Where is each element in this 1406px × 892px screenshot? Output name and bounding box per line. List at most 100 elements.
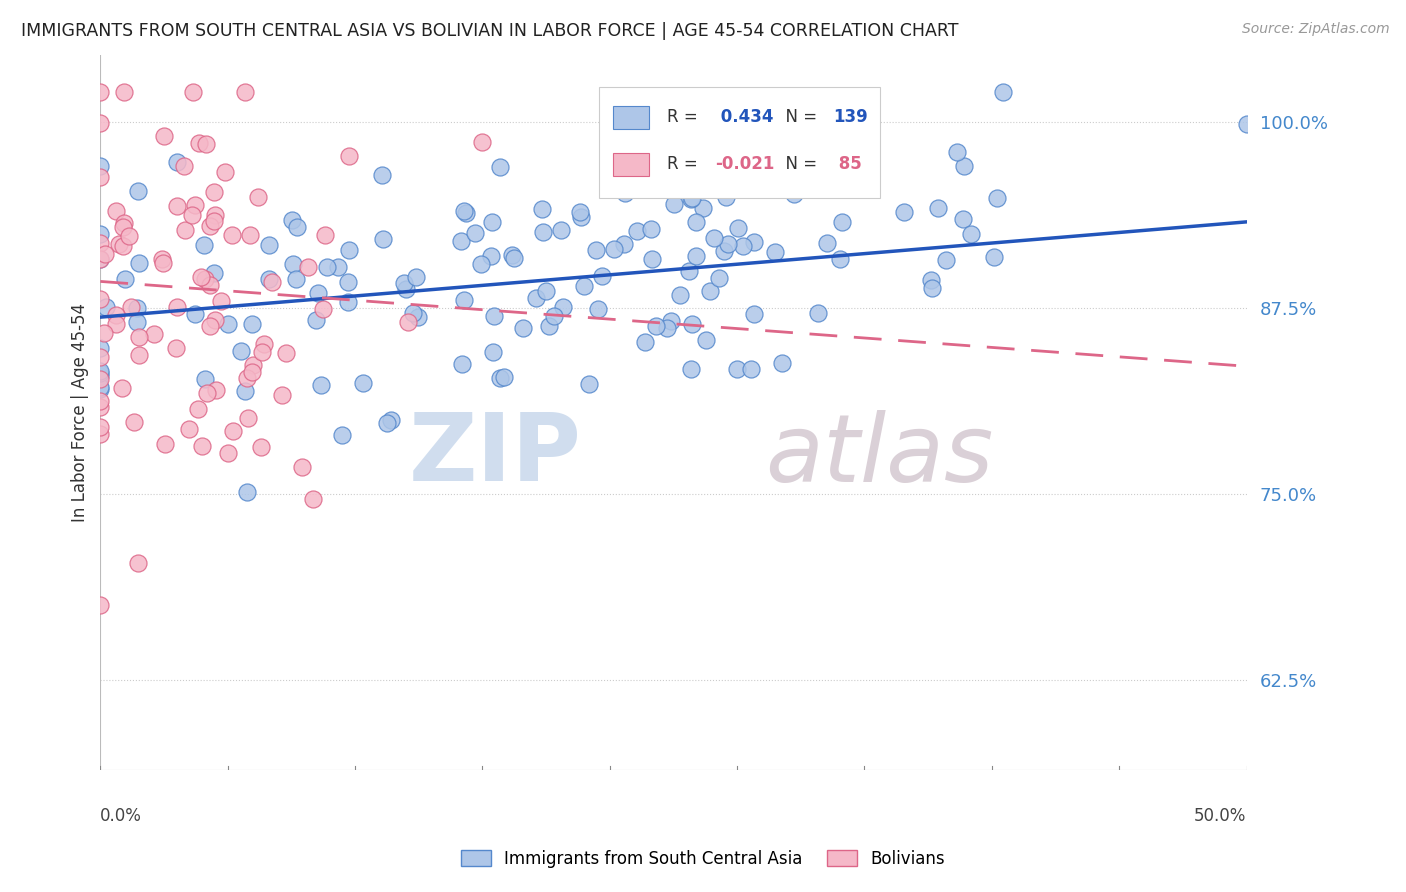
Point — [257, 238, 280, 252]
Point — [222, 424, 245, 438]
Text: R =: R = — [666, 108, 703, 127]
Legend: Immigrants from South Central Asia, Bolivians: Immigrants from South Central Asia, Boli… — [454, 844, 952, 875]
Point — [200, 219, 222, 234]
Text: R =: R = — [666, 155, 703, 173]
Point — [725, 361, 748, 376]
Point — [152, 256, 174, 270]
Point — [89, 371, 111, 385]
Point — [481, 215, 503, 229]
Point — [94, 247, 117, 261]
Point — [181, 86, 204, 100]
Point — [669, 288, 692, 302]
Point — [692, 201, 714, 215]
Point — [89, 236, 111, 251]
Point — [204, 208, 226, 222]
Text: IMMIGRANTS FROM SOUTH CENTRAL ASIA VS BOLIVIAN IN LABOR FORCE | AGE 45-54 CORREL: IMMIGRANTS FROM SOUTH CENTRAL ASIA VS BO… — [21, 22, 959, 40]
Point — [731, 239, 754, 253]
Point — [685, 249, 707, 263]
Point — [336, 275, 359, 289]
Point — [392, 277, 415, 291]
Point — [681, 317, 703, 331]
Point — [194, 137, 217, 152]
Point — [352, 376, 374, 390]
Point — [166, 199, 188, 213]
Point — [396, 315, 419, 329]
Text: N =: N = — [776, 155, 823, 173]
Point — [464, 227, 486, 241]
Point — [634, 334, 657, 349]
Text: -0.021: -0.021 — [714, 155, 775, 173]
Point — [112, 86, 135, 100]
Point — [641, 252, 664, 267]
Point — [112, 239, 135, 253]
Point — [153, 436, 176, 450]
Point — [236, 485, 259, 500]
Point — [274, 345, 297, 359]
Point — [166, 300, 188, 314]
Point — [613, 186, 636, 200]
Point — [235, 371, 257, 385]
Point — [644, 319, 666, 334]
Point — [679, 362, 702, 376]
Point — [118, 228, 141, 243]
Point — [744, 307, 766, 321]
Point — [678, 264, 700, 278]
Point — [202, 185, 225, 199]
Point — [395, 282, 418, 296]
Point — [305, 312, 328, 326]
Point — [165, 342, 187, 356]
Point — [586, 301, 609, 316]
Point — [173, 222, 195, 236]
Point — [285, 219, 308, 234]
Point — [246, 190, 269, 204]
Point — [187, 136, 209, 150]
Point — [489, 370, 512, 384]
Text: 0.434: 0.434 — [714, 108, 773, 127]
Point — [952, 212, 974, 227]
Point — [236, 410, 259, 425]
Point — [105, 203, 128, 218]
Point — [659, 314, 682, 328]
Point — [89, 363, 111, 377]
Text: 0.0%: 0.0% — [100, 807, 142, 825]
Point — [96, 300, 118, 314]
Text: atlas: atlas — [765, 409, 994, 500]
Point — [260, 275, 283, 289]
Point — [114, 272, 136, 286]
Point — [986, 191, 1008, 205]
Point — [184, 307, 207, 321]
Point — [543, 310, 565, 324]
Point — [89, 169, 111, 184]
Point — [626, 224, 648, 238]
Point — [454, 206, 477, 220]
Point — [233, 86, 256, 100]
Point — [853, 178, 876, 192]
Point — [662, 197, 685, 211]
Point — [209, 293, 232, 308]
Point — [291, 460, 314, 475]
Point — [89, 400, 111, 414]
Point — [612, 237, 634, 252]
Point — [281, 257, 304, 271]
Point — [481, 344, 503, 359]
Point — [202, 214, 225, 228]
Point — [481, 249, 503, 263]
Point — [89, 369, 111, 384]
Point — [946, 145, 969, 159]
Point — [240, 318, 263, 332]
Point — [534, 284, 557, 298]
Point — [336, 294, 359, 309]
Point — [553, 300, 575, 314]
Point — [655, 321, 678, 335]
Point — [326, 260, 349, 275]
Point — [110, 381, 132, 395]
Point — [377, 416, 399, 430]
Point — [685, 215, 707, 229]
Point — [538, 319, 561, 334]
Point — [681, 191, 703, 205]
Point — [828, 252, 851, 266]
Point — [640, 222, 662, 236]
Point — [190, 269, 212, 284]
Point — [173, 159, 195, 173]
Point — [89, 419, 111, 434]
